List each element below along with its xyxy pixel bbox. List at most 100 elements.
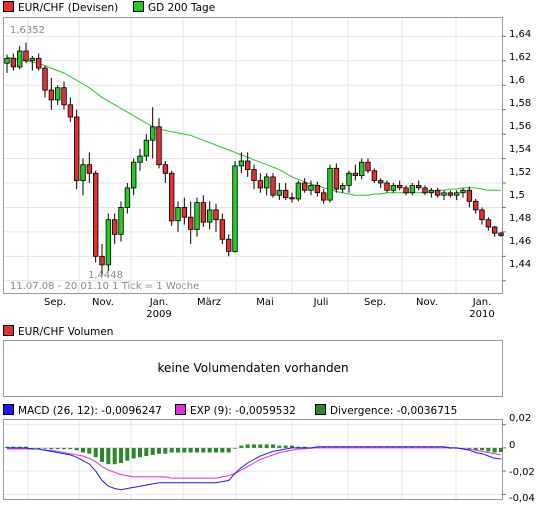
divergence-bar (55, 447, 60, 450)
candle-body (251, 169, 257, 182)
candle-body (377, 180, 384, 184)
divergence-bar (36, 447, 41, 449)
legend-macd: MACD (26, 12): -0,0096247 (3, 404, 162, 418)
volume-panel (3, 340, 503, 397)
divergence-bar (410, 446, 415, 448)
divergence-bar (233, 447, 237, 449)
divergence-bar (372, 446, 377, 448)
divergence-bar (385, 446, 389, 448)
candle-body (466, 189, 473, 202)
candle-body (257, 180, 264, 189)
divergence-bar (87, 447, 92, 454)
candle-body (282, 189, 289, 199)
legend-label-exp: EXP (9): -0,0059532 (190, 405, 296, 417)
legend-swatch-price (3, 1, 14, 12)
candle-body (403, 187, 409, 194)
divergence-bar (169, 447, 174, 453)
candle-body (434, 189, 441, 196)
divergence-bar (423, 446, 427, 448)
divergence-bar (131, 447, 136, 459)
candle-body (238, 160, 245, 167)
legend-label-volume: EUR/CHF Volumen (18, 326, 114, 338)
divergence-bar (11, 446, 16, 448)
price-y-tick: 1,48 (509, 213, 532, 224)
candle-body (276, 189, 283, 196)
ma200-line (6, 56, 501, 196)
candle-body (308, 184, 314, 191)
legend-label-price: EUR/CHF (Devisen) (18, 2, 119, 14)
divergence-bar (100, 447, 104, 462)
divergence-bar (214, 447, 218, 453)
candle-body (289, 197, 295, 200)
candle-body (124, 187, 131, 208)
candle-body (346, 172, 352, 186)
divergence-bar (195, 447, 199, 453)
divergence-bar (207, 447, 212, 453)
candle-body (232, 165, 238, 252)
candle-body (137, 155, 143, 163)
candle-body (42, 67, 48, 91)
candle-body (200, 202, 207, 223)
divergence-bar (435, 446, 440, 448)
month-tick: Mai (256, 297, 274, 308)
month-tick: Nov. (416, 297, 438, 308)
divergence-bar (359, 446, 364, 448)
divergence-bar (176, 447, 180, 453)
candle-body (301, 182, 308, 191)
candle-body (181, 206, 188, 218)
candle-body (175, 206, 181, 222)
month-tick: März (196, 297, 222, 308)
candle-body (67, 104, 74, 118)
candle-body (55, 87, 61, 101)
exp-line (7, 447, 502, 479)
divergence-bar (480, 447, 484, 451)
candle-body (263, 176, 270, 189)
legend-swatch-volume (3, 325, 14, 336)
divergence-bar (106, 447, 111, 465)
candle-body (498, 232, 504, 236)
divergence-bar (226, 447, 231, 453)
year-tick: 2009 (146, 309, 172, 320)
legend-label-divergence: Divergence: -0,0036715 (330, 405, 458, 417)
divergence-bar (442, 446, 446, 448)
range-note: 11.07.08 - 20.01.10 1 Tick = 1 Woche (10, 281, 200, 292)
candle-body (118, 206, 124, 235)
legend-price: EUR/CHF (Devisen) (3, 1, 118, 15)
candle-body (143, 139, 150, 157)
candle-body (352, 172, 359, 176)
divergence-bar (125, 447, 130, 461)
macd-y-tick: 0,02 (509, 413, 532, 424)
legend-label-macd: MACD (26, 12): -0,0096247 (18, 405, 162, 417)
candle-body (358, 161, 365, 176)
divergence-bar (397, 446, 402, 448)
legend-exp: EXP (9): -0,0059532 (175, 404, 296, 418)
candle-body (23, 50, 29, 62)
macd-y-tick: -0,04 (509, 493, 535, 504)
divergence-bar (283, 445, 288, 448)
candle-body (112, 219, 118, 235)
divergence-bar (245, 444, 250, 448)
divergence-bar (93, 447, 98, 458)
divergence-bar (239, 445, 244, 448)
candle-body (415, 184, 422, 189)
macd-y-tick: -0,02 (509, 467, 535, 478)
price-y-tick: 1,64 (509, 29, 532, 40)
month-tick: Juli (313, 297, 329, 308)
divergence-bar (182, 447, 187, 453)
legend-ma200: GD 200 Tage (133, 1, 215, 15)
macd-y-tick: 0 (509, 440, 516, 451)
candle-body (491, 226, 498, 234)
divergence-bar (188, 447, 193, 453)
divergence-bar (492, 447, 497, 453)
price-panel (3, 17, 503, 294)
month-tick: Nov. (92, 297, 114, 308)
legend-volume: EUR/CHF Volumen (3, 325, 113, 339)
divergence-bar (353, 446, 358, 448)
month-tick: Jan. (149, 297, 169, 308)
candle-body (479, 209, 485, 221)
divergence-bar (473, 447, 478, 451)
legend-swatch-ma200 (133, 1, 144, 12)
divergence-bar (486, 447, 491, 452)
macd-line (7, 446, 502, 491)
